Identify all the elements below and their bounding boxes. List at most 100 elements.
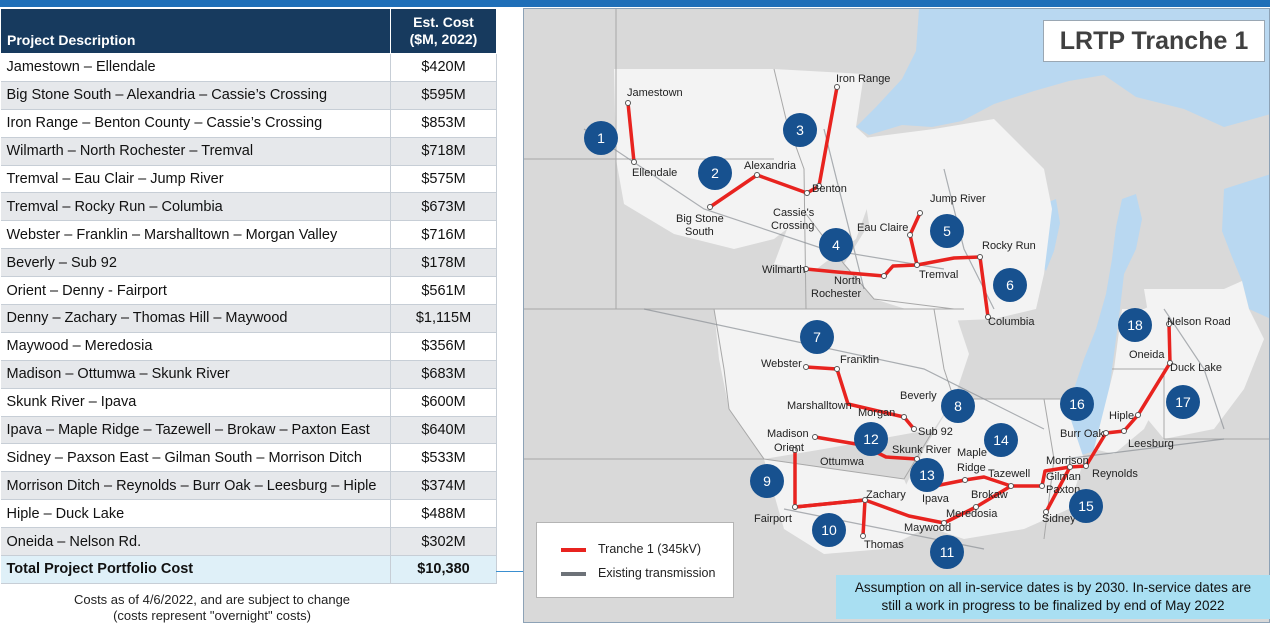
table-row: Wilmarth – North Rochester – Tremval $718… (0, 137, 497, 166)
label-paxton: Paxton (1046, 484, 1080, 496)
region-il-highlight (904, 399, 1084, 539)
table-body: Jamestown – Ellendale $420M Big Stone Sout… (0, 53, 497, 584)
project-marker-8[interactable]: 8 (941, 389, 975, 423)
project-description-cell: Orient – Denny - Fairport (0, 276, 391, 306)
line-oneida-nelsonroad (1167, 322, 1172, 365)
table-row: Denny – Zachary – Thomas Hill – Maywood $… (0, 304, 497, 333)
project-description-cell: Hiple – Duck Lake (0, 499, 391, 529)
label-hiple: Hiple (1109, 410, 1134, 422)
label-alexandria: Alexandria (744, 160, 797, 172)
label-ottumwa: Ottumwa (820, 456, 865, 468)
project-cost-cell: $853M (390, 109, 497, 138)
label-tremval: Tremval (919, 269, 958, 281)
project-marker-1[interactable]: 1 (584, 121, 618, 155)
line-denny-zachary-thomas-maywood (793, 498, 946, 525)
project-marker-9[interactable]: 9 (750, 464, 784, 498)
cost-note: Costs as of 4/6/2022, and are subject to… (0, 592, 424, 624)
project-description-cell: Beverly – Sub 92 (0, 248, 391, 278)
label-webster: Webster (761, 358, 802, 370)
label-leesburg: Leesburg (1128, 438, 1174, 450)
project-marker-13[interactable]: 13 (910, 458, 944, 492)
project-cost-cell: $420M (390, 53, 497, 82)
table-row: Madison – Ottumwa – Skunk River $683M (0, 360, 497, 389)
project-marker-16[interactable]: 16 (1060, 387, 1094, 421)
project-marker-3[interactable]: 3 (783, 113, 817, 147)
svg-text:7: 7 (813, 329, 821, 345)
svg-text:4: 4 (832, 237, 840, 253)
project-marker-15[interactable]: 15 (1069, 489, 1103, 523)
project-cost-cell: $533M (390, 443, 497, 473)
project-cost-cell: $683M (390, 360, 497, 389)
table-row: Orient – Denny - Fairport $561M (0, 276, 497, 306)
svg-text:15: 15 (1078, 498, 1094, 514)
label-zachary: Zachary (866, 489, 906, 501)
project-marker-17[interactable]: 17 (1166, 385, 1200, 419)
svg-text:5: 5 (943, 223, 951, 239)
label-columbia: Columbia (988, 316, 1035, 328)
label-north: North (834, 275, 861, 287)
label-ellendale: Ellendale (632, 167, 677, 179)
line-jamestown-ellendale (626, 101, 636, 164)
table-row: Skunk River – Ipava $600M (0, 388, 497, 417)
table-header-row: Project Description Est. Cost ($M, 2022) (0, 8, 497, 54)
callout-connector-line (496, 571, 524, 572)
region-mo-highlight (764, 459, 924, 554)
svg-text:13: 13 (919, 467, 935, 483)
project-marker-11[interactable]: 11 (930, 535, 964, 569)
line-zachary-thomas (861, 498, 867, 538)
svg-text:17: 17 (1175, 394, 1191, 410)
table-row: Webster – Franklin – Marshalltown – Morg… (0, 220, 497, 250)
project-marker-4[interactable]: 4 (819, 228, 853, 262)
project-cost-cell: $488M (390, 499, 497, 529)
map-title: LRTP Tranche 1 (1043, 20, 1265, 62)
project-cost-cell: $595M (390, 81, 497, 110)
project-marker-2[interactable]: 2 (698, 156, 732, 190)
label-sidney: Sidney (1042, 513, 1076, 525)
project-marker-10[interactable]: 10 (812, 513, 846, 547)
project-marker-6[interactable]: 6 (993, 268, 1027, 302)
project-marker-7[interactable]: 7 (800, 320, 834, 354)
project-description-cell: Ipava – Maple Ridge – Tazewell – Brokaw … (0, 416, 391, 445)
project-description-cell: Jamestown – Ellendale (0, 53, 391, 82)
label-franklin: Franklin (840, 354, 879, 366)
project-table-container: Project Description Est. Cost ($M, 2022)… (0, 8, 497, 584)
legend-existing-label: Existing transmission (598, 566, 716, 580)
label-morrison: Morrison (1046, 455, 1089, 467)
table-row: Jamestown – Ellendale $420M (0, 53, 497, 82)
project-cost-cell: $561M (390, 276, 497, 306)
label-morgan: Morgan (858, 407, 895, 419)
table-row: Maywood – Meredosia $356M (0, 332, 497, 361)
project-cost-cell: $178M (390, 248, 497, 278)
legend-tranche1-label: Tranche 1 (345kV) (598, 542, 702, 556)
project-cost-cell: $575M (390, 165, 497, 194)
project-cost-cell: $356M (390, 332, 497, 361)
project-cost-table: Project Description Est. Cost ($M, 2022)… (0, 8, 497, 584)
project-description-cell: Skunk River – Ipava (0, 388, 391, 417)
project-description-cell: Morrison Ditch – Reynolds – Burr Oak – L… (0, 471, 391, 501)
project-cost-cell: $302M (390, 527, 497, 557)
cost-note-line2: (costs represent "overnight" costs) (113, 608, 311, 623)
project-marker-5[interactable]: 5 (930, 214, 964, 248)
assumption-line1: Assumption on all in-service dates is by… (854, 580, 1252, 595)
project-cost-cell: $374M (390, 471, 497, 501)
label-benton: Benton (812, 183, 847, 195)
project-marker-18[interactable]: 18 (1118, 308, 1152, 342)
line-webster-franklin-marshalltown-morgan (804, 365, 906, 419)
label-sub92: Sub 92 (918, 426, 953, 438)
map-legend: Tranche 1 (345kV) Existing transmission (536, 522, 734, 598)
project-marker-12[interactable]: 12 (854, 422, 888, 456)
project-marker-14[interactable]: 14 (984, 423, 1018, 457)
line-tremval-rockyrun-columbia (915, 255, 990, 319)
project-cost-cell: $718M (390, 137, 497, 166)
table-row: Tremval – Rocky Run – Columbia $673M (0, 192, 497, 222)
label-big-stone-south: South (685, 226, 714, 238)
label-skunk-river: Skunk River (892, 444, 952, 456)
project-description-cell: Big Stone South – Alexandria – Cassie’s … (0, 81, 391, 110)
project-description-cell: Madison – Ottumwa – Skunk River (0, 360, 391, 389)
table-row: Iron Range – Benton County – Cassie’s Cr… (0, 109, 497, 138)
label-maywood: Maywood (904, 522, 951, 534)
svg-text:6: 6 (1006, 277, 1014, 293)
label-orient: Orient (774, 442, 804, 454)
label-duck-lake: Duck Lake (1170, 362, 1222, 374)
assumption-note: Assumption on all in-service dates is by… (836, 575, 1270, 619)
